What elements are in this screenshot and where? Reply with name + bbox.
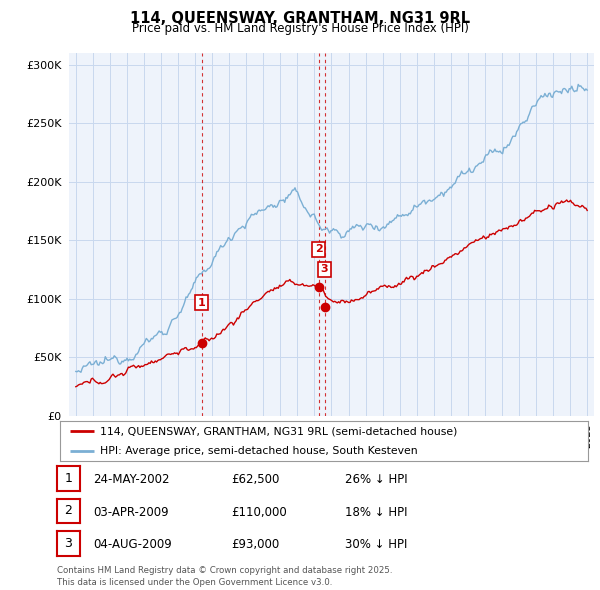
Text: £62,500: £62,500 [231, 473, 280, 486]
Text: 04-AUG-2009: 04-AUG-2009 [93, 538, 172, 551]
Text: 18% ↓ HPI: 18% ↓ HPI [345, 506, 407, 519]
Text: 114, QUEENSWAY, GRANTHAM, NG31 9RL (semi-detached house): 114, QUEENSWAY, GRANTHAM, NG31 9RL (semi… [100, 427, 457, 436]
Text: 2: 2 [64, 504, 73, 517]
Text: £93,000: £93,000 [231, 538, 279, 551]
Text: 3: 3 [64, 537, 73, 550]
Text: Contains HM Land Registry data © Crown copyright and database right 2025.
This d: Contains HM Land Registry data © Crown c… [57, 566, 392, 587]
Text: 24-MAY-2002: 24-MAY-2002 [93, 473, 170, 486]
Text: 30% ↓ HPI: 30% ↓ HPI [345, 538, 407, 551]
Text: 114, QUEENSWAY, GRANTHAM, NG31 9RL: 114, QUEENSWAY, GRANTHAM, NG31 9RL [130, 11, 470, 25]
Text: 1: 1 [198, 298, 206, 307]
Text: HPI: Average price, semi-detached house, South Kesteven: HPI: Average price, semi-detached house,… [100, 447, 417, 456]
Text: 26% ↓ HPI: 26% ↓ HPI [345, 473, 407, 486]
Text: £110,000: £110,000 [231, 506, 287, 519]
Text: 03-APR-2009: 03-APR-2009 [93, 506, 169, 519]
Text: Price paid vs. HM Land Registry's House Price Index (HPI): Price paid vs. HM Land Registry's House … [131, 22, 469, 35]
Text: 3: 3 [320, 264, 328, 274]
Text: 1: 1 [64, 472, 73, 485]
Text: 2: 2 [315, 244, 323, 254]
